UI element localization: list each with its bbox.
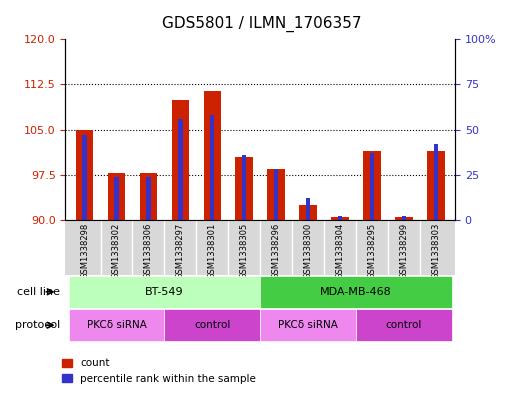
Bar — [299, 205, 317, 220]
Text: GSM1338302: GSM1338302 — [112, 223, 121, 279]
Bar — [434, 144, 438, 220]
Bar — [69, 276, 260, 308]
Bar — [427, 151, 445, 220]
Text: PKCδ siRNA: PKCδ siRNA — [278, 320, 338, 330]
Bar — [172, 99, 189, 220]
Text: GSM1338304: GSM1338304 — [336, 223, 345, 279]
Bar — [108, 173, 125, 220]
Bar — [203, 90, 221, 220]
Bar — [306, 198, 310, 220]
Bar — [395, 217, 413, 220]
Bar — [274, 169, 278, 220]
Bar — [260, 276, 452, 308]
Text: GSM1338306: GSM1338306 — [144, 223, 153, 279]
Text: PKCδ siRNA: PKCδ siRNA — [86, 320, 146, 330]
Bar — [82, 135, 87, 220]
Legend: count, percentile rank within the sample: count, percentile rank within the sample — [58, 354, 260, 388]
Bar — [76, 130, 93, 220]
Bar — [363, 151, 381, 220]
Bar — [140, 173, 157, 220]
Bar — [370, 153, 374, 220]
Text: GSM1338295: GSM1338295 — [368, 223, 377, 279]
Text: GSM1338297: GSM1338297 — [176, 223, 185, 279]
Bar — [235, 157, 253, 220]
Text: cell line: cell line — [17, 287, 60, 297]
Bar — [402, 217, 406, 220]
Bar — [331, 217, 349, 220]
Bar — [164, 309, 260, 341]
Text: GSM1338305: GSM1338305 — [240, 223, 249, 279]
Bar — [146, 177, 151, 220]
Bar — [210, 115, 214, 220]
Bar — [338, 217, 342, 220]
Text: GSM1338298: GSM1338298 — [80, 223, 89, 279]
Text: GSM1338303: GSM1338303 — [431, 223, 440, 279]
Bar — [267, 169, 285, 220]
Bar — [242, 155, 246, 220]
Bar — [69, 309, 164, 341]
Text: GSM1338300: GSM1338300 — [303, 223, 313, 279]
Bar — [115, 177, 119, 220]
Bar — [260, 309, 356, 341]
Text: GDS5801 / ILMN_1706357: GDS5801 / ILMN_1706357 — [162, 16, 361, 32]
Text: GSM1338296: GSM1338296 — [271, 223, 281, 279]
Text: GSM1338301: GSM1338301 — [208, 223, 217, 279]
Bar — [356, 309, 452, 341]
Text: BT-549: BT-549 — [145, 287, 184, 297]
Text: control: control — [194, 320, 231, 330]
Text: control: control — [386, 320, 422, 330]
Bar — [178, 119, 183, 220]
Text: MDA-MB-468: MDA-MB-468 — [320, 287, 392, 297]
Text: GSM1338299: GSM1338299 — [400, 223, 408, 279]
Text: protocol: protocol — [15, 320, 60, 330]
